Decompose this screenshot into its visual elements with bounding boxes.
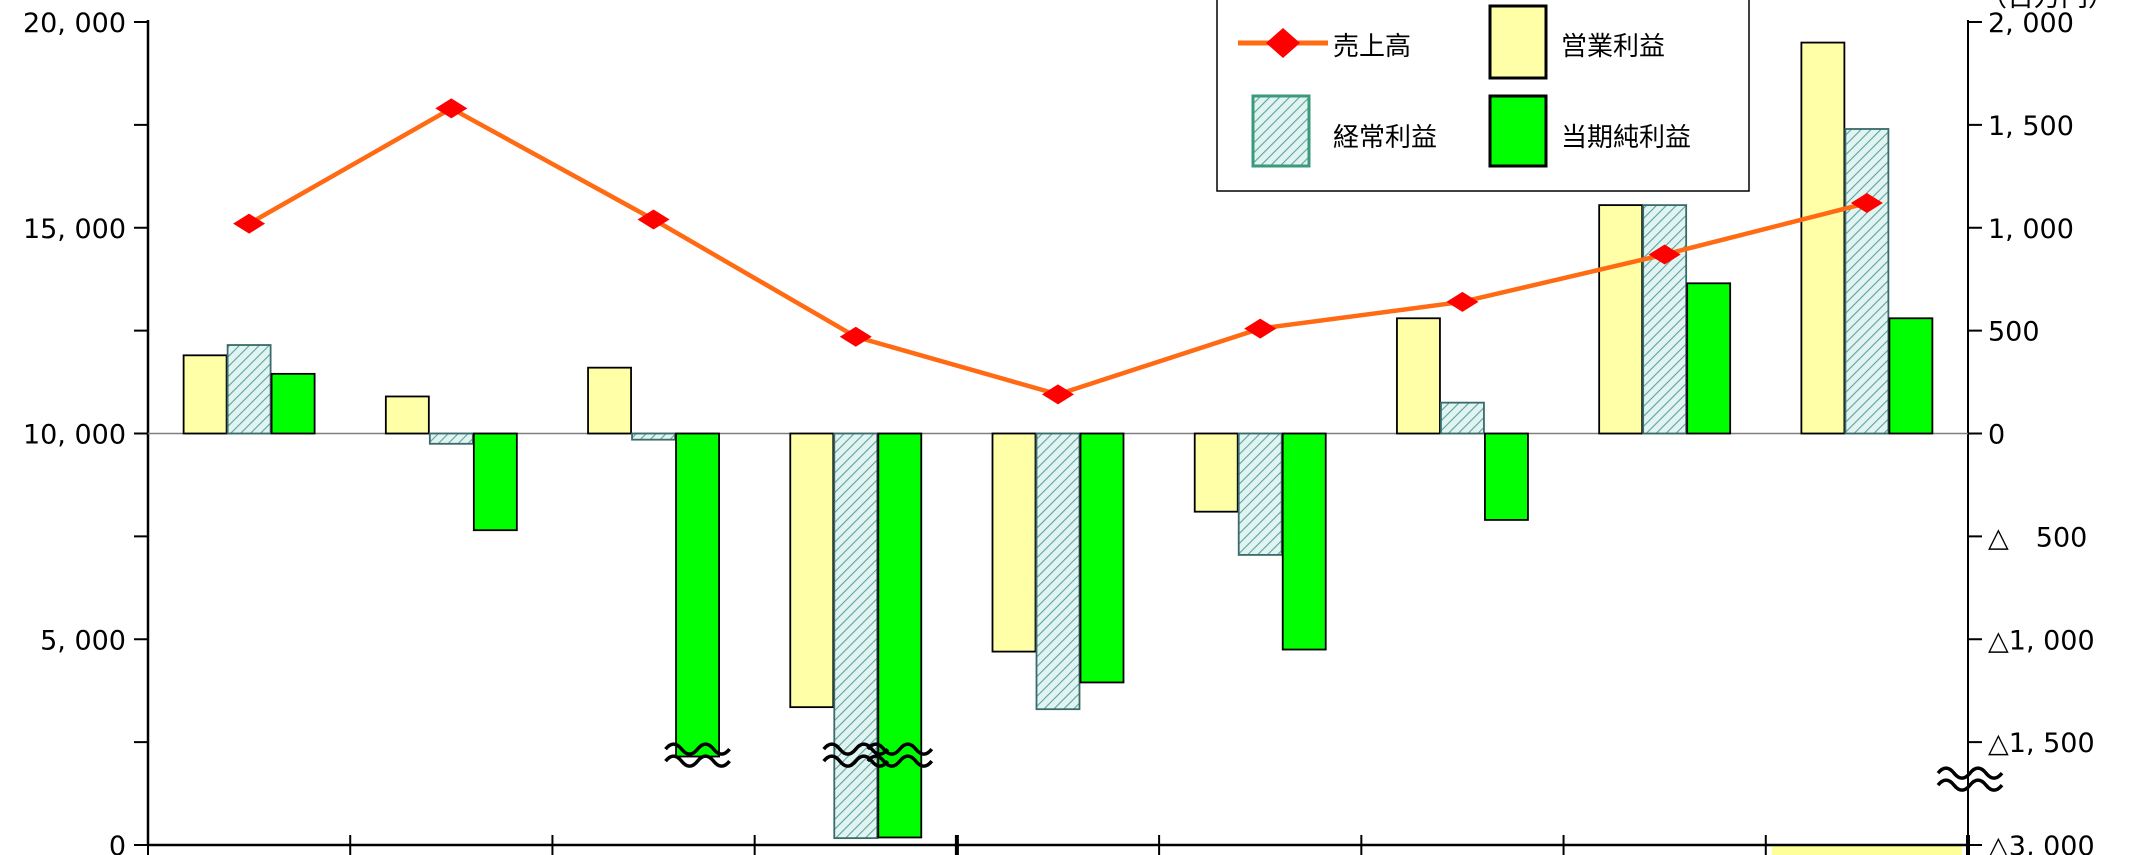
net-profit-bar [1484,432,1529,521]
sales-point [1648,244,1681,265]
axis-break-mark [664,742,731,756]
operating-profit-bar [1193,432,1239,513]
right-tick-label: △3, 000 [1988,831,2095,855]
legend-swatch-ordinary [1251,94,1311,168]
legend-swatch-operating [1488,4,1548,80]
net-profit-bar [270,372,316,435]
net-profit-bar [1079,432,1125,684]
axis-break-mark [866,754,934,768]
operating-profit-bar [1598,204,1644,435]
bars-layer [182,41,1934,840]
legend-swatch-net [1488,94,1548,168]
right-axis-unit-note: （百万円） [1980,0,2115,13]
axis-break-mark [822,742,890,756]
legend-label-operating: 営業利益 [1561,32,1665,62]
operating-profit-bar [182,354,228,435]
operating-profit-bar [1800,41,1846,435]
legend-marker-sales [1266,28,1300,58]
net-profit-bar [1686,282,1732,435]
ordinary-profit-bar [1642,204,1688,435]
net-profit-bar [877,432,923,839]
right-tick-label: 1, 000 [1988,214,2074,245]
ordinary-profit-bar [1844,128,1890,435]
ordinary-profit-bar [1237,432,1283,556]
right-tick-label: 2, 000 [1988,8,2074,39]
sales-point [1244,318,1277,339]
line-layer [233,98,1883,405]
right-tick-label: △1, 000 [1988,625,2095,656]
legend-label-sales: 売上高 [1333,32,1411,62]
axis-break-mark [822,754,890,768]
ordinary-profit-bar [833,432,879,840]
axis-break-mark [664,754,731,768]
sales-point [839,326,872,347]
right-tick-label: △ 500 [1988,522,2087,553]
legend-label-net: 当期純利益 [1561,123,1691,153]
sales-point [233,213,266,234]
ordinary-profit-bar [428,432,474,445]
sales-point [637,209,670,230]
right-axis-break-mark [1936,766,2004,780]
operating-profit-bar [1396,317,1441,435]
operating-profit-bar [384,395,430,435]
left-tick-label: 10, 000 [23,420,126,451]
legend-label-ordinary: 経常利益 [1333,123,1437,153]
left-tick-label: 20, 000 [23,8,126,39]
highlight-cell [1771,845,1962,855]
axis-break-mark [866,742,934,756]
operating-profit-bar [991,432,1037,653]
net-profit-bar [472,432,518,532]
right-tick-label: 1, 500 [1988,111,2074,142]
net-profit-bar [675,432,720,758]
sales-point [435,98,468,119]
left-tick-label: 15, 000 [23,214,126,245]
right-tick-label: △1, 500 [1988,728,2095,759]
net-profit-bar [1281,432,1327,651]
left-tick-label: 5, 000 [40,625,126,656]
ordinary-profit-bar [1440,401,1485,435]
breaks-layer [664,742,2004,792]
right-tick-label: 0 [1988,420,2005,451]
net-profit-bar [1888,317,1934,435]
operating-profit-bar [789,432,835,709]
sales-point [1042,384,1074,405]
ordinary-profit-bar [226,344,272,435]
sales-point [1850,193,1883,214]
right-tick-label: 500 [1988,317,2040,348]
legend: 売上高 営業利益 経常利益 当期純利益 [1216,0,1750,192]
right-axis-break-mark [1936,778,2004,792]
left-tick-label: 0 [109,831,126,855]
sales-point [1446,291,1479,312]
ordinary-profit-bar [1035,432,1081,711]
operating-profit-bar [587,366,632,435]
ordinary-profit-bar [631,432,676,441]
